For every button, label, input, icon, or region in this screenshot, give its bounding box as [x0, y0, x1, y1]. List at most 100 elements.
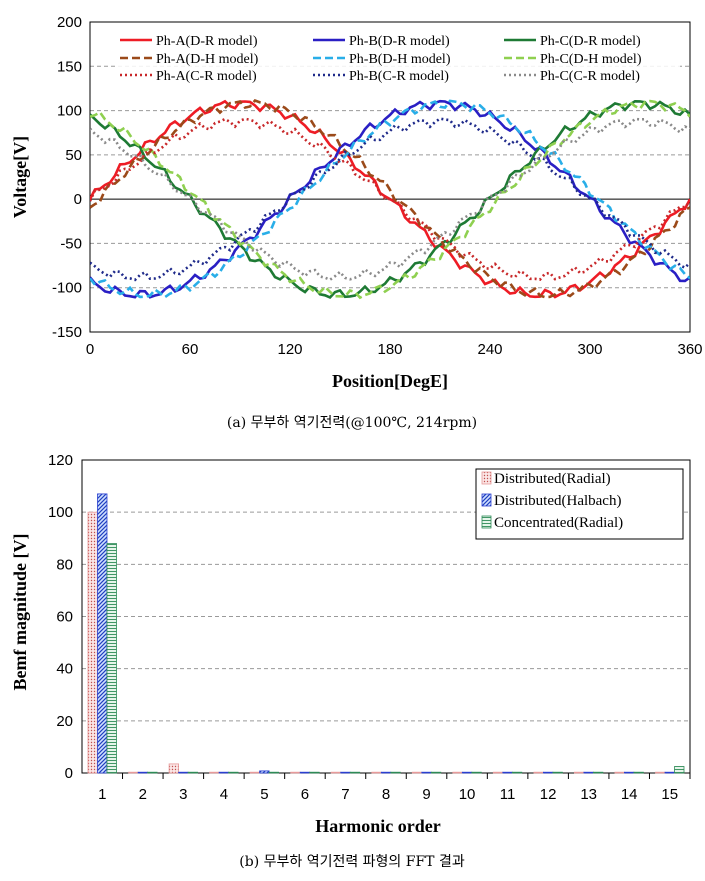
legend-label: Ph-C(C-R model) [540, 69, 640, 84]
legend-label: Concentrated(Radial) [494, 515, 623, 531]
bar-h6-concentrated-radial- [309, 771, 320, 774]
x-tick-label: 6 [301, 786, 309, 803]
bar-h4-distributed-radial- [209, 771, 220, 774]
fft-chart-grid [82, 511, 690, 722]
bar-h6-distributed-radial- [290, 771, 301, 774]
bar-h5-distributed-radial- [249, 771, 261, 774]
bar-h6-distributed-halbach- [299, 771, 311, 774]
voltage-chart-ylabel: Voltage[V] [10, 136, 30, 218]
x-tick-label: 120 [277, 341, 302, 358]
bar-h10-concentrated-radial- [471, 771, 482, 774]
series-line-ph-c-d-h-model- [90, 99, 690, 300]
voltage-chart-legend: Ph-A(D-R model) Ph-B(D-R model) Ph-C(D-R m… [116, 28, 680, 84]
x-tick-label: 4 [220, 786, 228, 803]
bar-h1-concentrated-radial- [106, 543, 117, 774]
fft-chart-ylabel: Bemf magnitude [V] [10, 534, 30, 691]
legend-background [116, 28, 680, 84]
bar-h11-distributed-halbach- [502, 771, 513, 774]
bar-h14-distributed-halbach- [624, 771, 635, 774]
voltage-chart-xlabel: Position[DegE] [332, 371, 448, 391]
bar-h14-distributed-radial- [614, 771, 625, 774]
y-tick-label: -50 [60, 235, 82, 252]
y-tick-label: 100 [48, 504, 73, 521]
voltage-series-group [90, 98, 690, 300]
bar-h15-concentrated-radial- [674, 766, 685, 774]
y-tick-label: 120 [48, 452, 73, 469]
x-tick-label: 15 [661, 786, 678, 803]
bar-h12-distributed-halbach- [543, 771, 554, 774]
legend-label: Ph-A(D-H model) [156, 52, 259, 67]
caption-a: (a) 무부하 역기전력(@100℃, 214rpm) [227, 415, 477, 431]
x-tick-label: 180 [377, 341, 402, 358]
legend-swatch [481, 493, 492, 507]
bar-h8-concentrated-radial- [390, 771, 401, 774]
bar-h4-distributed-halbach- [218, 771, 230, 774]
bar-h7-concentrated-radial- [349, 771, 361, 774]
bar-h2-distributed-halbach- [137, 771, 149, 774]
y-tick-label: 80 [56, 556, 73, 573]
legend-label: Ph-B(D-R model) [349, 34, 450, 49]
bar-h12-concentrated-radial- [552, 771, 563, 774]
bar-h9-concentrated-radial- [430, 771, 442, 774]
legend-swatch [481, 515, 492, 529]
bar-h7-distributed-radial- [330, 771, 342, 774]
bar-h8-distributed-radial- [371, 771, 382, 774]
bar-h3-distributed-halbach- [178, 771, 189, 774]
x-tick-label: 5 [260, 786, 268, 803]
x-tick-label: 300 [577, 341, 602, 358]
bar-h14-concentrated-radial- [633, 771, 644, 774]
y-tick-label: 0 [65, 765, 73, 782]
y-tick-label: -150 [52, 324, 82, 341]
fft-chart-legend: Distributed(Radial) Distributed(Halbach) C… [475, 468, 684, 540]
bar-h2-distributed-radial- [128, 771, 139, 774]
bar-h9-distributed-radial- [411, 771, 423, 774]
legend-label: Ph-C(D-R model) [540, 34, 641, 49]
series-line-ph-a-d-h-model- [90, 98, 690, 299]
x-tick-label: 13 [580, 786, 597, 803]
bar-h11-concentrated-radial- [511, 771, 523, 774]
x-tick-label: 9 [422, 786, 430, 803]
x-tick-label: 14 [621, 786, 638, 803]
y-tick-label: -100 [52, 280, 82, 297]
fft-chart-xlabel: Harmonic order [315, 816, 440, 836]
y-tick-label: 40 [56, 661, 73, 678]
bar-h11-distributed-radial- [492, 771, 504, 774]
legend-label: Ph-C(D-H model) [540, 52, 642, 67]
bar-h1-distributed-halbach- [97, 493, 108, 774]
y-tick-label: 0 [74, 191, 82, 208]
fft-legend-box [475, 468, 684, 540]
y-tick-label: 100 [57, 103, 82, 120]
bar-h4-concentrated-radial- [228, 771, 239, 774]
bar-h15-distributed-halbach- [664, 771, 675, 774]
legend-label: Ph-A(D-R model) [156, 34, 258, 49]
bar-h5-distributed-halbach- [259, 770, 270, 774]
bar-h5-concentrated-radial- [268, 771, 280, 774]
bar-h13-concentrated-radial- [593, 771, 604, 774]
x-tick-label: 8 [382, 786, 390, 803]
y-tick-label: 200 [57, 14, 82, 31]
y-tick-label: 50 [65, 147, 82, 164]
legend-label: Distributed(Radial) [494, 471, 611, 487]
legend-label: Ph-A(C-R model) [156, 69, 257, 84]
series-line-ph-b-d-h-model- [90, 99, 690, 299]
legend-swatch [481, 471, 492, 485]
legend-label: Ph-B(D-H model) [349, 52, 451, 67]
bar-h2-concentrated-radial- [147, 771, 158, 774]
fft-bar-group [87, 493, 685, 774]
x-tick-label: 60 [182, 341, 199, 358]
x-tick-label: 12 [540, 786, 557, 803]
y-tick-label: 20 [56, 713, 73, 730]
bar-h3-concentrated-radial- [187, 771, 199, 774]
series-line-ph-a-c-r-model- [90, 117, 690, 281]
y-tick-label: 60 [56, 609, 73, 626]
legend-label: Ph-B(C-R model) [349, 69, 449, 84]
x-tick-label: 2 [139, 786, 147, 803]
bar-h15-distributed-radial- [655, 771, 666, 774]
x-tick-label: 240 [477, 341, 502, 358]
legend-label: Distributed(Halbach) [494, 493, 621, 509]
voltage-chart-ticks: -150 -100 -50 0 50 100 150 200 0 60 120 180 240 300 36… [52, 14, 703, 358]
x-tick-label: 360 [677, 341, 702, 358]
bar-h8-distributed-halbach- [380, 771, 392, 774]
